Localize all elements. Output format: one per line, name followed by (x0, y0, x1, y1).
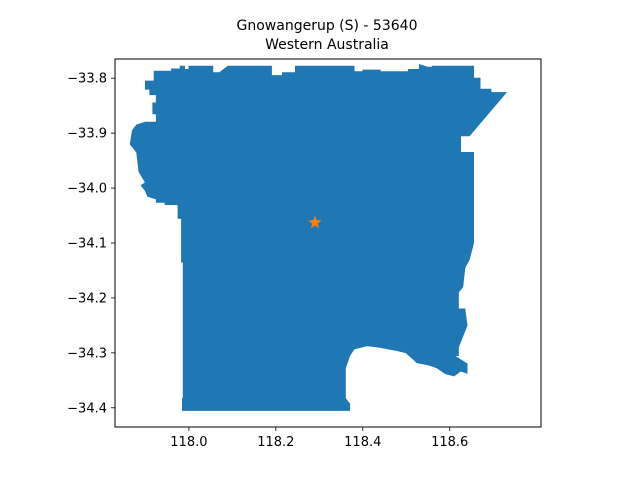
x-tick-label: 118.2 (257, 435, 294, 450)
y-tick-label: −33.8 (67, 72, 107, 87)
y-tick-label: −34.2 (67, 291, 107, 306)
x-tick-label: 118.6 (431, 435, 468, 450)
map-title-line-2: Western Australia (265, 37, 389, 53)
y-tick-label: −34.3 (67, 346, 107, 361)
centroid-star-marker (308, 215, 322, 229)
y-axis: −33.8 −33.9 −34.0 −34.1 −34.2 −34.3 −34.4 (67, 72, 115, 416)
x-tick-label: 118.0 (170, 435, 207, 450)
region-boundary (129, 63, 508, 411)
map-title-line-1: Gnowangerup (S) - 53640 (237, 18, 418, 34)
y-tick-label: −34.0 (67, 182, 107, 197)
y-tick-label: −33.9 (67, 127, 107, 142)
x-tick-label: 118.4 (344, 435, 381, 450)
y-tick-label: −34.4 (67, 401, 107, 416)
y-tick-label: −34.1 (67, 237, 107, 252)
x-axis: 118.0 118.2 118.4 118.6 (170, 427, 468, 450)
